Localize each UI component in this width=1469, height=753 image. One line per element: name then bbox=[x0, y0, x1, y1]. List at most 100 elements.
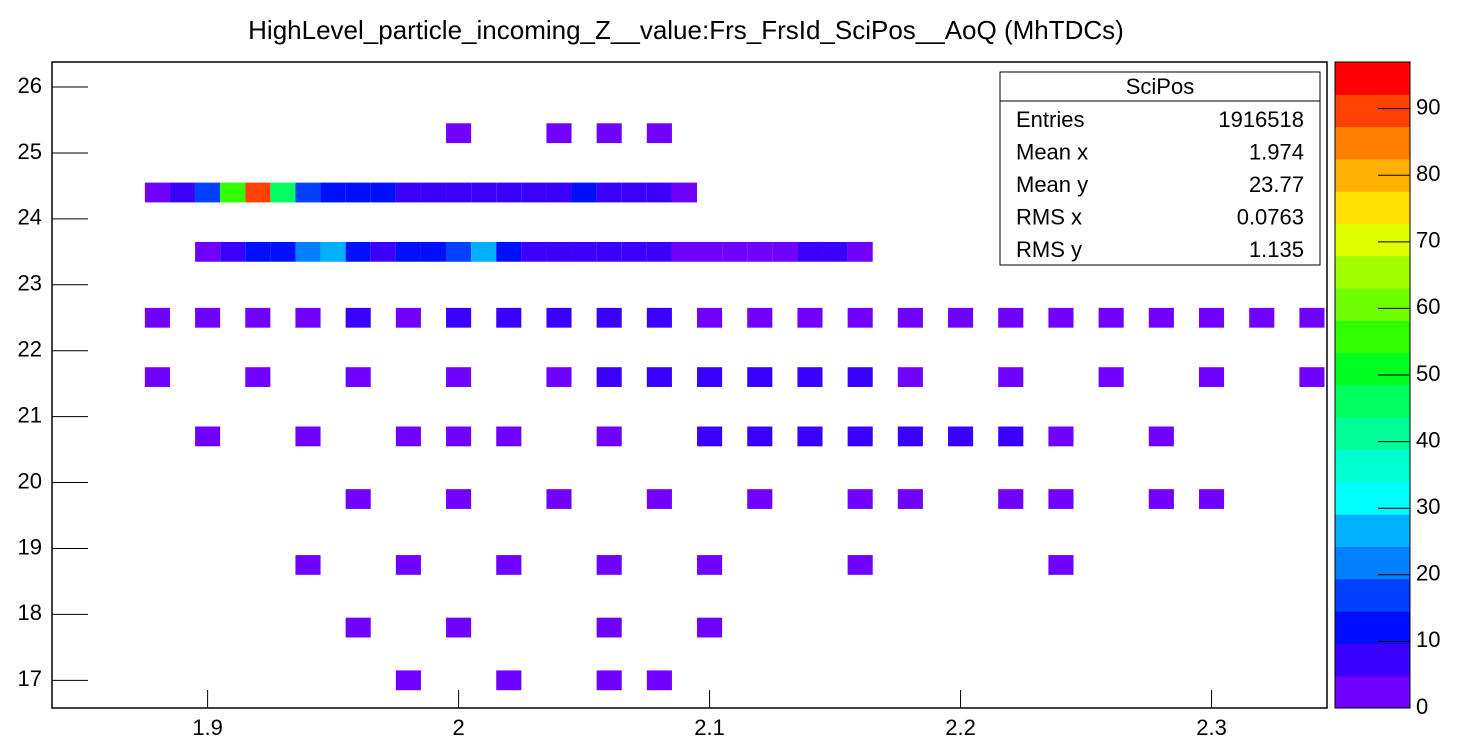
bin-cell bbox=[596, 367, 622, 387]
bin-cell bbox=[646, 307, 672, 328]
bin-cell bbox=[1299, 307, 1325, 328]
x-tick-label: 1.9 bbox=[192, 715, 223, 740]
bin-cell bbox=[847, 367, 873, 387]
bin-cell bbox=[772, 241, 798, 262]
bin-cell bbox=[847, 426, 873, 447]
stats-label: Mean x bbox=[1016, 139, 1088, 164]
bin-cell bbox=[546, 489, 572, 509]
stats-label: RMS x bbox=[1016, 204, 1082, 229]
bin-cell bbox=[395, 670, 421, 691]
palette-band bbox=[1335, 675, 1410, 709]
z-tick-label: 20 bbox=[1416, 561, 1440, 586]
bin-cell bbox=[295, 307, 321, 328]
bin-cell bbox=[847, 307, 873, 328]
z-tick-label: 0 bbox=[1416, 694, 1428, 719]
bin-cell bbox=[521, 241, 547, 262]
bin-cell bbox=[144, 182, 170, 203]
bin-cell bbox=[646, 182, 672, 203]
y-tick-label: 22 bbox=[18, 337, 42, 362]
stats-frame bbox=[999, 71, 1321, 266]
y-tick-label: 20 bbox=[18, 468, 42, 493]
bin-cell bbox=[144, 367, 170, 387]
bin-cell bbox=[370, 182, 396, 203]
bin-cell bbox=[747, 367, 773, 387]
bin-cell bbox=[1098, 367, 1124, 387]
z-tick-label: 30 bbox=[1416, 494, 1440, 519]
palette-band bbox=[1335, 578, 1410, 612]
z-tick-label: 40 bbox=[1416, 427, 1440, 452]
stats-value: 1916518 bbox=[1218, 107, 1304, 132]
z-tick-label: 50 bbox=[1416, 361, 1440, 386]
bin-cell bbox=[446, 426, 472, 447]
bin-cell bbox=[998, 367, 1024, 387]
y-tick-label: 18 bbox=[18, 600, 42, 625]
y-tick-label: 25 bbox=[18, 139, 42, 164]
palette-band bbox=[1335, 223, 1410, 257]
cells bbox=[144, 123, 1325, 691]
palette-band bbox=[1335, 481, 1410, 515]
bin-cell bbox=[496, 426, 522, 447]
bin-cell bbox=[722, 241, 748, 262]
bin-cell bbox=[847, 489, 873, 509]
bin-cell bbox=[1048, 426, 1074, 447]
bin-cell bbox=[270, 182, 296, 203]
bin-cell bbox=[420, 182, 447, 203]
bin-cell bbox=[471, 182, 497, 203]
bin-cell bbox=[446, 367, 472, 387]
y-tick-label: 24 bbox=[18, 205, 42, 230]
bin-cell bbox=[295, 426, 321, 447]
bin-cell bbox=[245, 307, 271, 328]
bin-cell bbox=[195, 307, 221, 328]
bin-cell bbox=[1148, 489, 1174, 509]
palette-band bbox=[1335, 611, 1410, 644]
bin-cell bbox=[571, 182, 597, 203]
bin-cell bbox=[847, 555, 873, 575]
z-tick-label: 70 bbox=[1416, 228, 1440, 253]
y-tick-label: 19 bbox=[18, 534, 42, 559]
bin-cell bbox=[797, 241, 823, 262]
bin-cell bbox=[747, 307, 773, 328]
palette-band bbox=[1335, 94, 1410, 128]
bin-cell bbox=[596, 617, 622, 638]
palette-band bbox=[1335, 320, 1410, 354]
bin-cell bbox=[1048, 489, 1074, 509]
bin-cell bbox=[948, 307, 974, 328]
bin-cell bbox=[295, 555, 321, 575]
palette-band bbox=[1335, 417, 1410, 451]
bin-cell bbox=[345, 182, 371, 203]
bin-cell bbox=[571, 241, 597, 262]
stats-value: 0.0763 bbox=[1237, 204, 1304, 229]
palette-band bbox=[1335, 191, 1410, 224]
bin-cell bbox=[697, 555, 723, 575]
bin-cell bbox=[496, 670, 522, 691]
bin-cell bbox=[897, 367, 923, 387]
bin-cell bbox=[596, 123, 622, 144]
bin-cell bbox=[646, 367, 672, 387]
bin-cell bbox=[270, 241, 296, 262]
bin-cell bbox=[1048, 307, 1074, 328]
bin-cell bbox=[546, 367, 572, 387]
bin-cell bbox=[370, 241, 396, 262]
bin-cell bbox=[646, 241, 672, 262]
palette-band bbox=[1335, 352, 1410, 386]
bin-cell bbox=[446, 489, 472, 509]
bin-cell bbox=[496, 241, 522, 262]
y-tick-label: 21 bbox=[18, 402, 42, 427]
bin-cell bbox=[671, 241, 698, 262]
bin-cell bbox=[546, 182, 572, 203]
bin-cell bbox=[345, 489, 371, 509]
x-tick-label: 2.3 bbox=[1196, 715, 1227, 740]
bin-cell bbox=[295, 182, 321, 203]
bin-cell bbox=[546, 241, 572, 262]
bin-cell bbox=[646, 123, 672, 144]
bin-cell bbox=[747, 489, 773, 509]
bin-cell bbox=[446, 617, 472, 638]
bin-cell bbox=[496, 307, 522, 328]
plot-frame bbox=[51, 61, 1328, 709]
bin-cell bbox=[195, 426, 221, 447]
bin-cell bbox=[195, 182, 221, 203]
bin-cell bbox=[596, 555, 622, 575]
bin-cell bbox=[897, 307, 923, 328]
chart-title: HighLevel_particle_incoming_Z__value:Frs… bbox=[248, 15, 1124, 45]
bin-cell bbox=[496, 182, 522, 203]
